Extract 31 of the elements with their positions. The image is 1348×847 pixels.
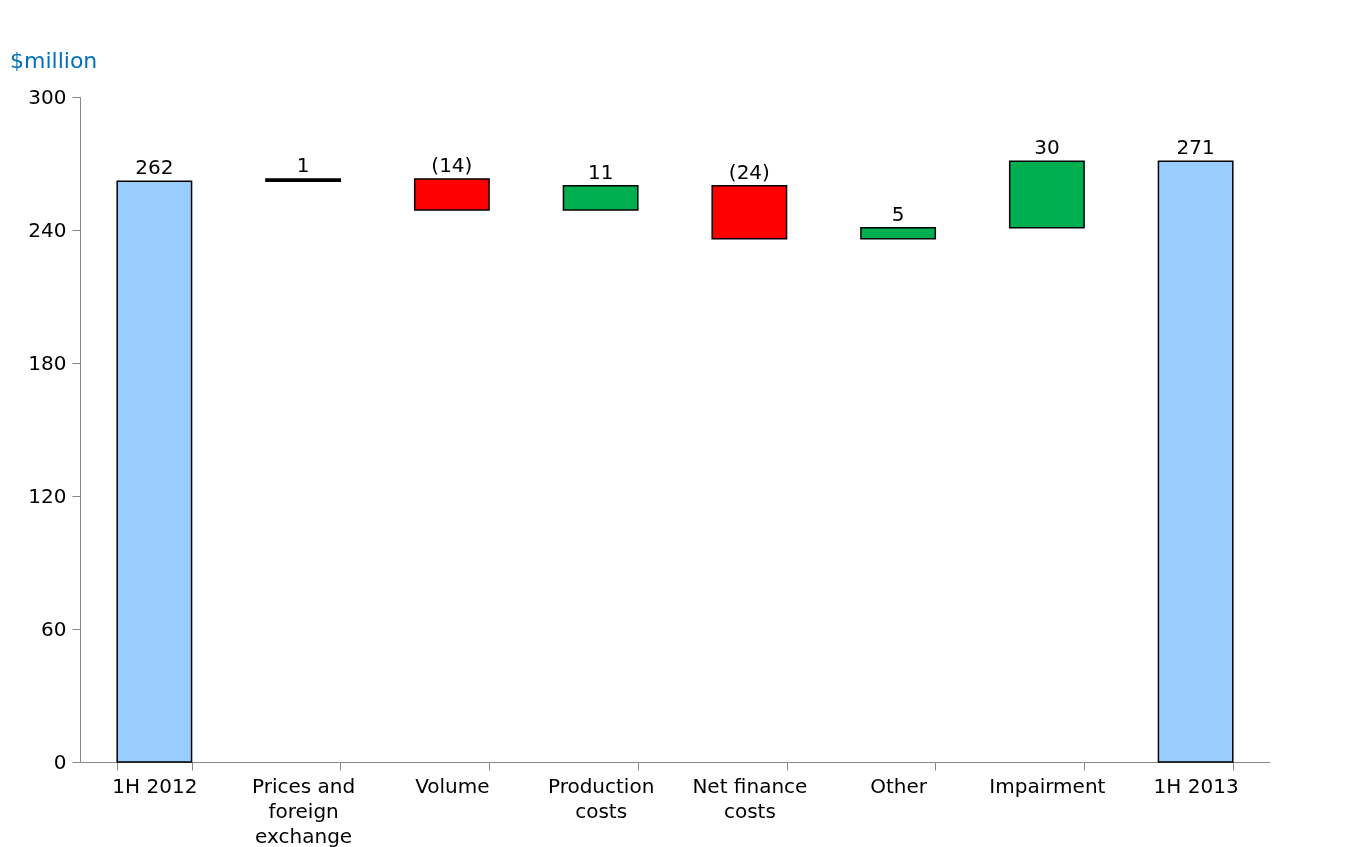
x-tick-label: Other <box>870 773 928 798</box>
bar <box>1157 160 1234 763</box>
data-label: 262 <box>135 155 174 180</box>
data-label: (14) <box>431 153 473 178</box>
y-tick-label: 120 <box>28 483 67 508</box>
bar <box>711 184 788 240</box>
data-label: 271 <box>1176 135 1215 160</box>
data-label: 30 <box>1034 135 1060 160</box>
data-label: (24) <box>728 159 770 184</box>
x-tick-label: Net finance costs <box>692 773 808 823</box>
x-tick-label: Prices and foreign exchange <box>252 773 356 847</box>
y-axis-title: $million <box>10 48 98 73</box>
bar <box>413 178 490 211</box>
y-tick-label: 60 <box>41 616 67 641</box>
y-tick-label: 0 <box>53 749 67 774</box>
x-tick-label: 1H 2013 <box>1153 773 1239 798</box>
data-label: 11 <box>587 159 614 184</box>
bar <box>1008 160 1085 229</box>
y-tick-label: 240 <box>28 217 67 242</box>
data-label: 1 <box>296 153 310 178</box>
bar <box>562 184 639 211</box>
x-tick-label: 1H 2012 <box>112 773 198 798</box>
x-tick-label: Volume <box>415 773 490 798</box>
bar <box>265 178 342 182</box>
data-label: 5 <box>891 201 905 226</box>
y-tick-label: 180 <box>28 350 67 375</box>
y-tick-label: 300 <box>28 84 67 109</box>
bar <box>116 180 193 763</box>
x-tick-label: Impairment <box>989 773 1106 798</box>
x-tick-label: Production costs <box>547 773 655 823</box>
bar <box>860 227 937 240</box>
